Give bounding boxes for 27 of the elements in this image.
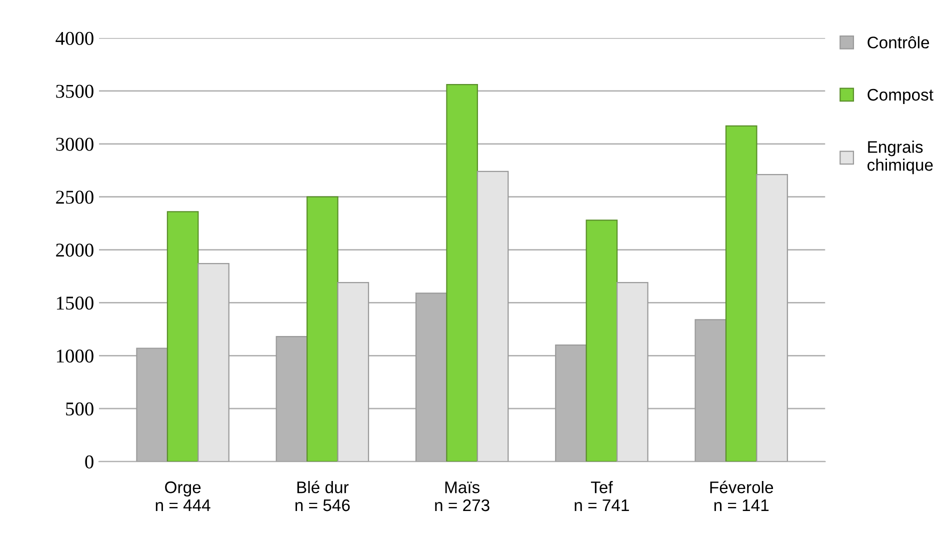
bar [756, 174, 788, 462]
bar [725, 125, 758, 462]
bar [446, 84, 478, 462]
bar [476, 170, 509, 462]
x-tick-label: Blé dur n = 546 [296, 480, 350, 512]
y-tick-label: 1500 [56, 296, 94, 310]
bar [166, 211, 199, 462]
y-tick-label: 500 [66, 402, 94, 416]
bar [337, 282, 370, 462]
bar [616, 282, 648, 462]
y-tick-label: 1000 [56, 349, 94, 363]
x-tick-label: Tef n = 741 [574, 481, 629, 512]
bar [586, 220, 618, 462]
bar [306, 196, 338, 462]
y-tick-label: 0 [85, 455, 94, 468]
x-tick-label: Féverole n = 141 [710, 480, 774, 512]
legend-label: Engrais chimique [868, 140, 933, 174]
y-tick-label: 3500 [56, 84, 94, 98]
y-tick-label: 2000 [56, 244, 94, 257]
y-tick-label: 3000 [56, 138, 94, 151]
y-tick-label: 2500 [56, 190, 94, 204]
legend-label: Compost [868, 88, 934, 104]
x-tick-label: Orge n = 444 [156, 481, 210, 512]
bar [198, 262, 230, 462]
x-tick-label: Maïs n = 273 [435, 482, 490, 512]
y-tick-label: 4000 [56, 32, 94, 45]
legend-label: Contrôle [868, 36, 930, 48]
